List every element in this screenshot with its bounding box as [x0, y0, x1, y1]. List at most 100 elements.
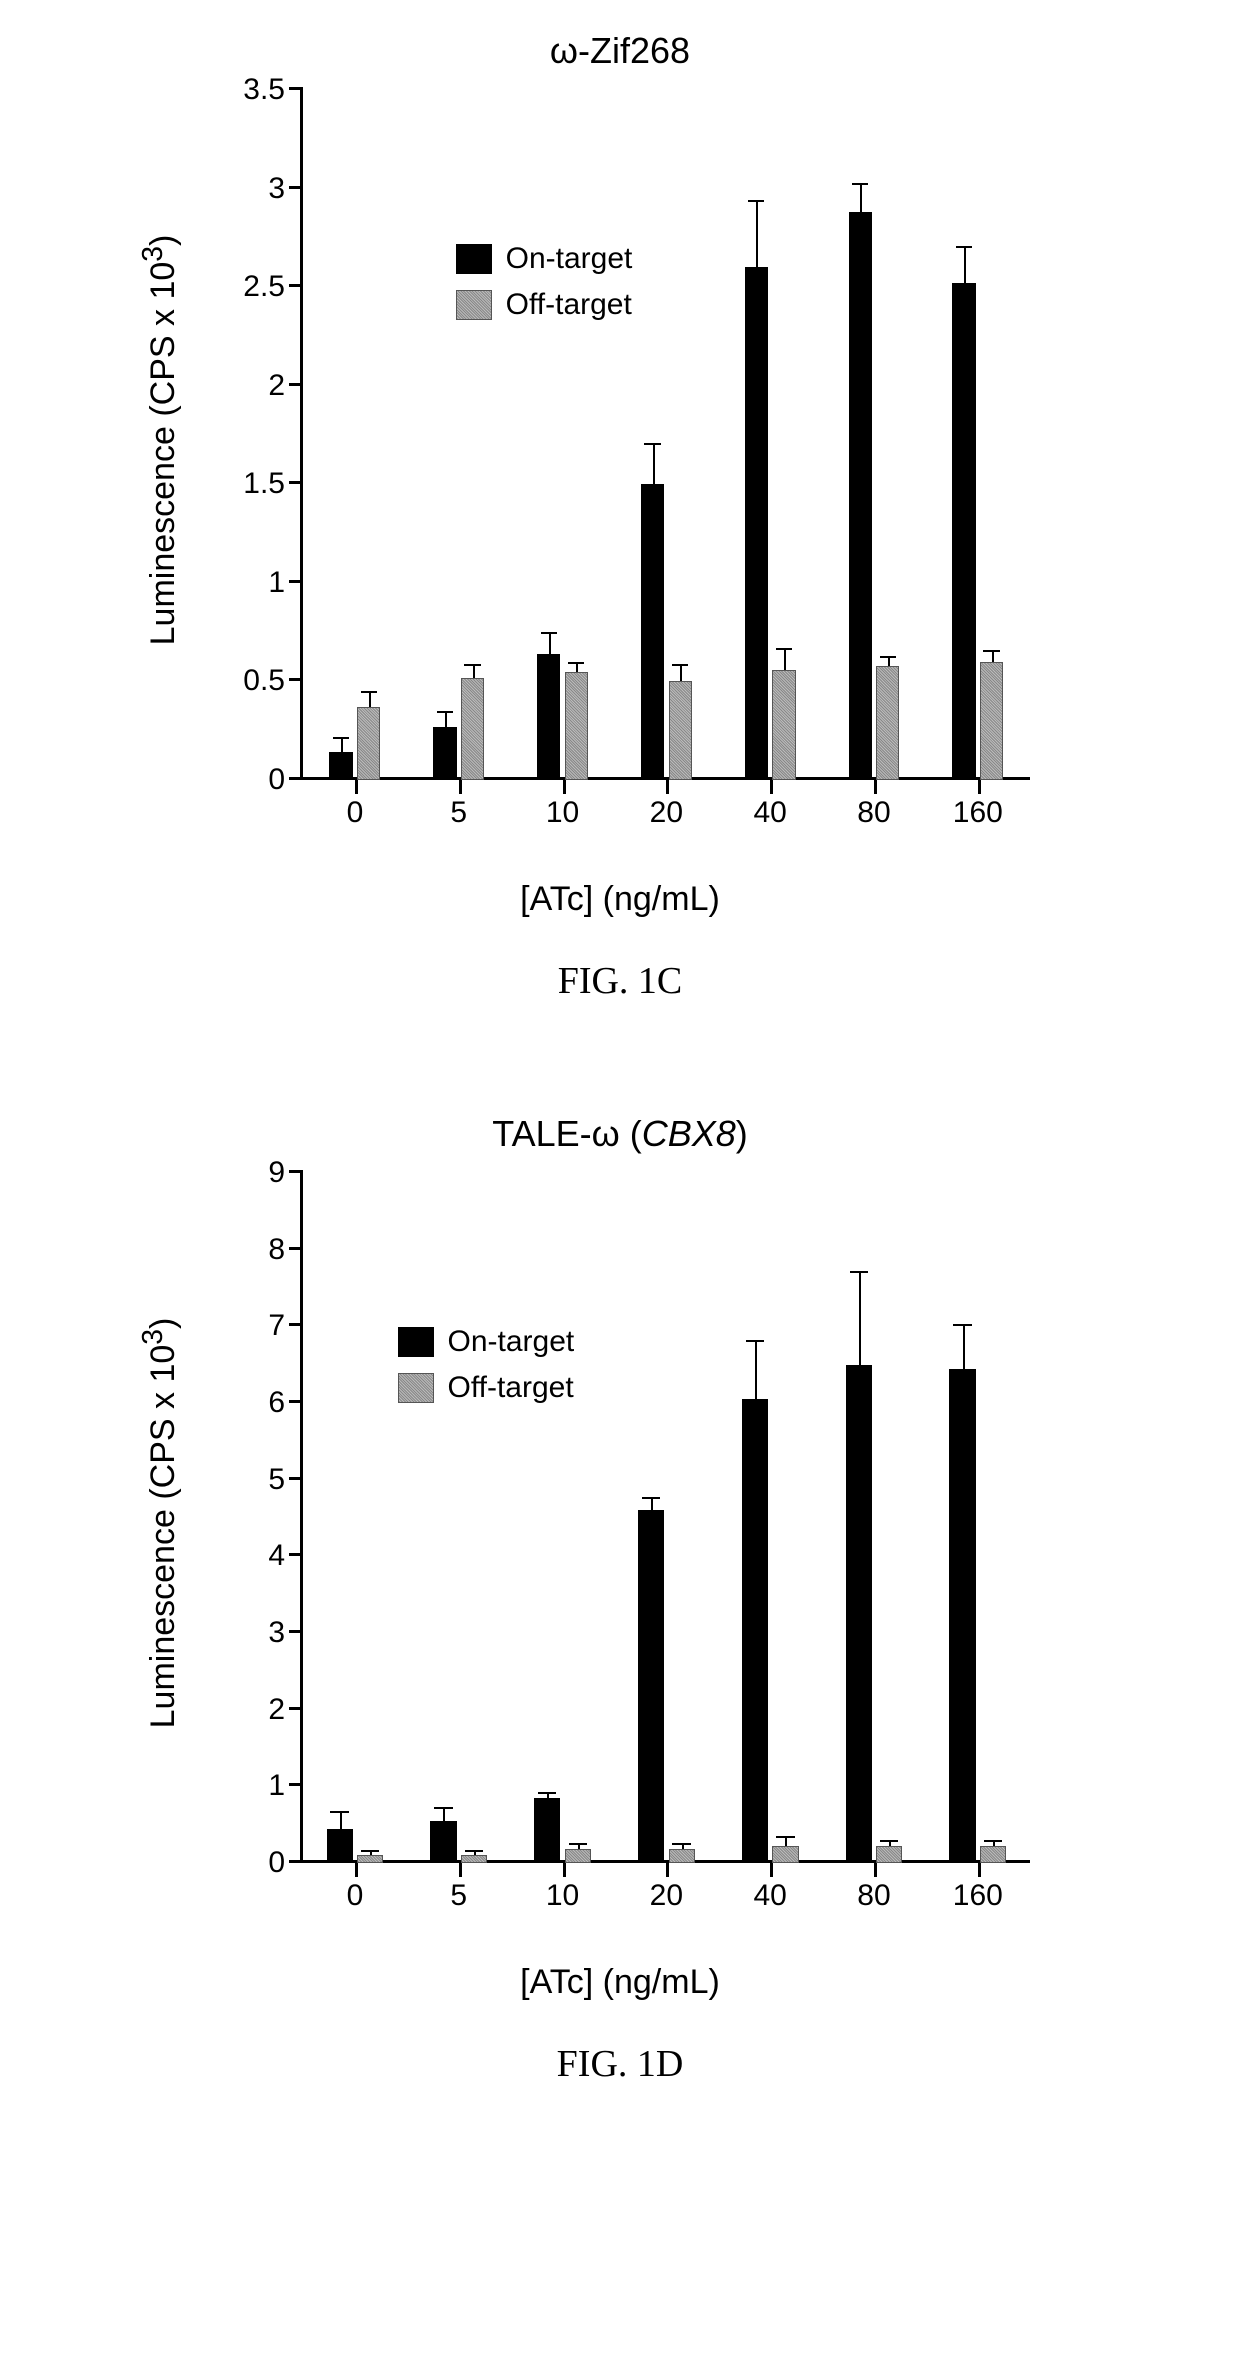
on-target-bar: [745, 267, 768, 780]
x-tick-label: 5: [450, 796, 467, 830]
error-cap: [361, 1850, 379, 1852]
y-tick: [289, 87, 303, 90]
x-tick-label: 80: [857, 796, 890, 830]
y-tick: [289, 1783, 303, 1786]
y-tick: [289, 1400, 303, 1403]
x-tick-label: 20: [650, 1879, 683, 1913]
x-axis-label: [ATc] (ng/mL): [170, 1963, 1070, 2002]
fig1d-figure: TALE-ω (CBX8)Luminescence (CPS x 103)012…: [170, 1123, 1070, 2086]
y-tick: [289, 580, 303, 583]
error-cap: [956, 246, 972, 248]
y-tick-label: 9: [268, 1156, 285, 1190]
x-tick: [770, 1863, 773, 1877]
x-tick-label: 40: [753, 1879, 786, 1913]
error-cap: [850, 1271, 868, 1273]
error-cap: [748, 200, 764, 202]
y-tick-label: 3.5: [243, 73, 285, 107]
error-whisker: [860, 185, 862, 213]
off-target-bar: [565, 672, 588, 780]
figure-caption: FIG. 1C: [170, 959, 1070, 1003]
legend-label: On-target: [448, 1325, 575, 1359]
error-whisker: [755, 1342, 757, 1400]
x-tick: [355, 780, 358, 794]
error-cap: [330, 1811, 348, 1813]
on-target-bar: [430, 1821, 456, 1863]
error-whisker: [784, 650, 786, 670]
chart-title: TALE-ω (CBX8): [170, 1113, 1070, 1155]
x-tick-label: 40: [753, 796, 786, 830]
x-tick-label: 160: [953, 796, 1003, 830]
figure-caption: FIG. 1D: [170, 2042, 1070, 2086]
y-tick: [289, 383, 303, 386]
y-tick: [289, 1170, 303, 1173]
y-tick-label: 5: [268, 1463, 285, 1497]
plot-area: 00.511.522.533.50510204080160On-targetOf…: [300, 90, 1030, 780]
error-whisker: [651, 1499, 653, 1511]
x-tick-label: 0: [347, 1879, 364, 1913]
error-whisker: [576, 664, 578, 672]
error-whisker: [653, 445, 655, 484]
error-cap: [538, 1792, 556, 1794]
x-tick: [563, 1863, 566, 1877]
x-tick-label: 5: [450, 1879, 467, 1913]
y-tick-label: 3: [268, 1616, 285, 1650]
x-tick: [666, 1863, 669, 1877]
legend-item: On-target: [456, 242, 633, 276]
x-tick-label: 10: [546, 1879, 579, 1913]
error-cap: [464, 664, 480, 666]
y-tick-label: 6: [268, 1386, 285, 1420]
error-whisker: [578, 1845, 580, 1850]
error-whisker: [474, 1852, 476, 1855]
off-target-bar: [876, 1846, 902, 1863]
off-target-bar: [772, 670, 795, 780]
y-tick-label: 7: [268, 1309, 285, 1343]
y-tick-label: 2.5: [243, 270, 285, 304]
y-axis-label: Luminescence (CPS x 103): [137, 1318, 183, 1729]
error-whisker: [993, 1842, 995, 1846]
error-cap: [880, 1840, 898, 1842]
y-tick: [289, 1553, 303, 1556]
legend-item: Off-target: [398, 1371, 575, 1405]
error-whisker: [680, 666, 682, 682]
on-target-bar: [742, 1399, 768, 1863]
off-target-bar: [669, 1849, 695, 1863]
x-tick: [355, 1863, 358, 1877]
y-tick-label: 0: [268, 1846, 285, 1880]
error-cap: [852, 183, 868, 185]
on-target-bar: [327, 1829, 353, 1864]
y-tick-label: 2: [268, 1693, 285, 1727]
legend-label: Off-target: [448, 1371, 574, 1405]
off-swatch: [398, 1373, 434, 1403]
error-whisker: [369, 693, 371, 707]
error-whisker: [785, 1838, 787, 1846]
error-cap: [642, 1497, 660, 1499]
on-swatch: [398, 1327, 434, 1357]
error-cap: [541, 632, 557, 634]
error-whisker: [964, 248, 966, 283]
error-whisker: [756, 202, 758, 267]
error-whisker: [473, 666, 475, 678]
off-swatch: [456, 290, 492, 320]
x-tick: [874, 1863, 877, 1877]
y-tick-label: 1.5: [243, 467, 285, 501]
error-cap: [672, 664, 688, 666]
y-tick-label: 8: [268, 1233, 285, 1267]
error-whisker: [340, 1813, 342, 1828]
error-cap: [437, 711, 453, 713]
on-swatch: [456, 244, 492, 274]
error-cap: [776, 1836, 794, 1838]
y-tick: [289, 1860, 303, 1863]
error-cap: [880, 656, 896, 658]
on-target-bar: [846, 1365, 872, 1863]
error-whisker: [443, 1809, 445, 1821]
error-cap: [434, 1807, 452, 1809]
x-tick: [459, 1863, 462, 1877]
y-tick: [289, 1630, 303, 1633]
error-cap: [953, 1324, 971, 1326]
y-tick: [289, 481, 303, 484]
y-tick: [289, 1323, 303, 1326]
error-whisker: [547, 1794, 549, 1798]
legend-label: Off-target: [506, 288, 632, 322]
x-tick: [978, 1863, 981, 1877]
off-target-bar: [980, 1846, 1006, 1863]
